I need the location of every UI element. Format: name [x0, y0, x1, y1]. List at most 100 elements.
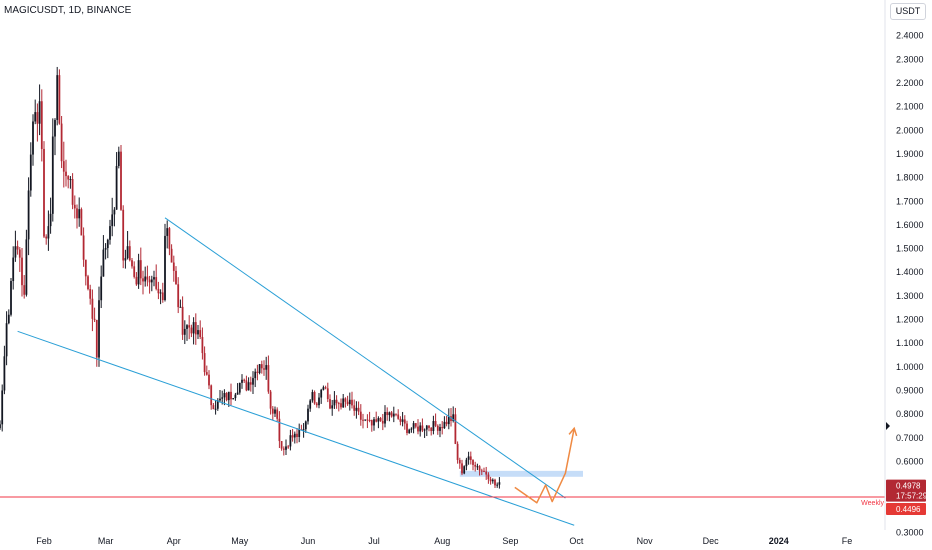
candle-body	[454, 414, 457, 444]
candle-body	[254, 371, 257, 379]
candle-body	[368, 419, 371, 421]
candle-body	[344, 398, 347, 402]
candle-body	[410, 428, 413, 430]
candle-body	[243, 379, 246, 381]
candle-body	[49, 213, 52, 227]
candle-body	[331, 405, 334, 409]
candle-body	[274, 409, 276, 414]
candle-body	[148, 279, 151, 283]
candle-body	[27, 190, 30, 240]
countdown-label: 17:57:29	[896, 492, 928, 501]
candle-body	[333, 399, 336, 406]
candle-body	[45, 236, 48, 239]
candle-body	[298, 429, 301, 438]
candle-body	[21, 257, 23, 286]
candle-body	[104, 248, 107, 250]
y-tick-label: 1.2000	[896, 315, 924, 325]
candle-body	[366, 419, 369, 421]
candle-body	[80, 209, 83, 236]
candle-body	[456, 443, 459, 460]
candle-body	[390, 412, 393, 417]
candle-body	[91, 298, 94, 319]
support-price-label: 0.4496	[896, 505, 921, 514]
price-axis[interactable]: 2.4000 2.3000 2.2000 2.1000 2.0000 1.9000 1.80…	[896, 31, 924, 538]
candle-body	[18, 249, 21, 258]
candle-body	[326, 388, 329, 400]
candle-body	[375, 419, 378, 422]
candle-body	[282, 448, 285, 450]
time-axis[interactable]: Feb Mar Apr May Jun Jul Aug Sep Oct Nov Dec 2024 Fe	[36, 536, 852, 546]
demand-zone-layer	[459, 470, 583, 477]
candle-body	[496, 484, 499, 486]
candle-body	[181, 306, 184, 335]
x-tick-label: Jun	[301, 536, 316, 546]
candle-body	[320, 389, 323, 398]
y-tick-label: 0.3000	[896, 527, 924, 537]
candle-body	[406, 423, 408, 433]
candle-body	[307, 408, 309, 422]
candle-body	[491, 479, 494, 482]
currency-selector[interactable]: USDT	[890, 3, 926, 20]
candle-body	[399, 418, 402, 422]
candle-body	[289, 435, 292, 447]
candle-body	[16, 246, 19, 250]
y-tick-label: 0.9000	[896, 385, 924, 395]
candle-body	[296, 433, 298, 438]
candle-body	[267, 365, 270, 392]
candle-body	[443, 421, 446, 429]
candle-body	[205, 372, 208, 375]
candle-body	[67, 176, 70, 180]
candle-body	[256, 371, 259, 373]
candle-body	[227, 391, 230, 401]
projection-path	[514, 428, 575, 504]
candle-body	[186, 325, 188, 329]
candle-body	[322, 387, 325, 390]
last-price-label: 0.4978	[896, 482, 921, 491]
candle-body	[329, 399, 331, 409]
candle-body	[458, 459, 461, 464]
candle-body	[386, 411, 389, 416]
candle-body	[111, 214, 114, 227]
candle-body	[364, 419, 367, 421]
candle-body	[120, 151, 122, 210]
candle-body	[95, 319, 98, 358]
y-tick-label: 2.0000	[896, 125, 924, 135]
candle-body	[155, 277, 158, 289]
candle-body	[183, 328, 186, 335]
candle-body	[7, 314, 10, 324]
candle-body	[304, 421, 307, 430]
candle-body	[210, 385, 213, 406]
x-tick-label: Fe	[842, 536, 853, 546]
y-tick-label: 1.0000	[896, 362, 924, 372]
candle-body	[117, 151, 120, 166]
candle-body	[428, 425, 430, 428]
scale-arrow-icon[interactable]	[886, 422, 890, 430]
upper-trendline	[164, 217, 566, 499]
y-tick-label: 0.6000	[896, 456, 924, 466]
candle-body	[381, 420, 384, 424]
candle-body	[201, 337, 204, 354]
candle-body	[157, 288, 160, 294]
candle-body	[249, 382, 252, 385]
candle-body	[29, 154, 32, 191]
candle-body	[463, 466, 466, 474]
candle-body	[139, 260, 142, 279]
candle-body	[445, 421, 448, 425]
support-name-label: Weekly	[861, 500, 884, 507]
candle-body	[472, 460, 474, 465]
trendlines-layer	[0, 217, 885, 526]
x-tick-label: Feb	[36, 536, 52, 546]
projection-arrowhead	[568, 426, 578, 437]
y-tick-label: 2.2000	[896, 78, 924, 88]
candle-body	[465, 459, 468, 467]
candle-body	[188, 325, 191, 328]
candle-body	[179, 306, 182, 308]
candle-body	[69, 179, 72, 181]
candle-body	[346, 401, 349, 405]
candle-body	[494, 479, 496, 486]
candle-body	[487, 474, 490, 480]
candle-body	[25, 239, 28, 295]
candle-body	[432, 421, 435, 432]
candle-body	[232, 398, 235, 400]
